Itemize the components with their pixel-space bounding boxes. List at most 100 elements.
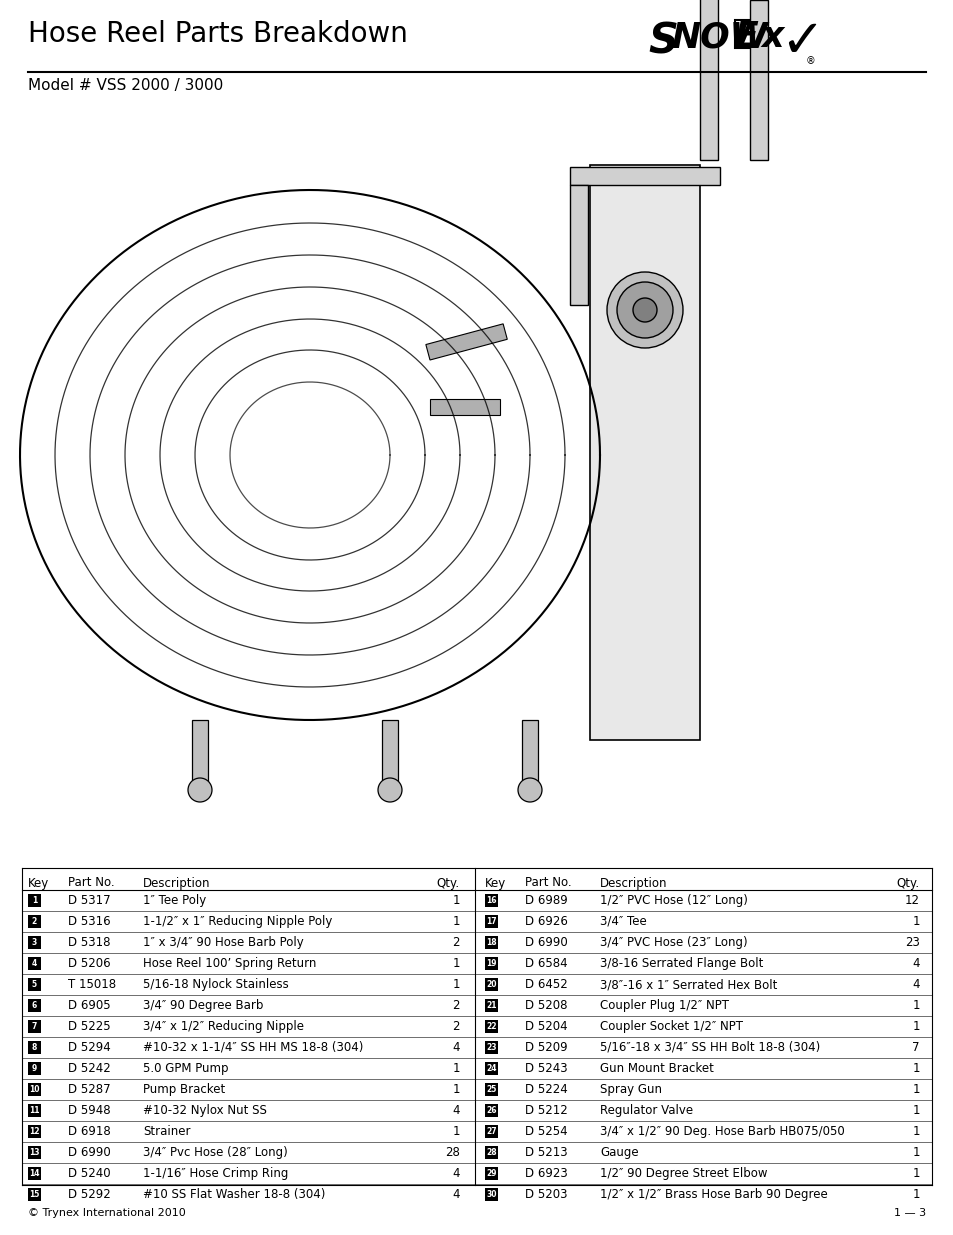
Text: Part No.: Part No. <box>68 877 114 889</box>
Text: 15: 15 <box>30 1191 40 1199</box>
Text: x: x <box>760 20 782 54</box>
Text: 1: 1 <box>452 1125 459 1137</box>
Text: D 5203: D 5203 <box>524 1188 567 1200</box>
Text: 12: 12 <box>904 894 919 906</box>
Text: 7: 7 <box>911 1041 919 1053</box>
Text: 21: 21 <box>486 1002 497 1010</box>
Text: Qty.: Qty. <box>436 877 459 889</box>
Text: 2: 2 <box>452 936 459 948</box>
Text: D 6926: D 6926 <box>524 915 567 927</box>
Text: 1/2″ PVC Hose (12″ Long): 1/2″ PVC Hose (12″ Long) <box>599 894 747 906</box>
Text: 1: 1 <box>911 1062 919 1074</box>
Circle shape <box>606 272 682 348</box>
Bar <box>381 720 397 790</box>
Text: E: E <box>734 20 757 54</box>
Text: 1: 1 <box>452 915 459 927</box>
Text: D 6905: D 6905 <box>68 999 111 1011</box>
Bar <box>28 1020 41 1032</box>
Text: ✓: ✓ <box>780 16 823 68</box>
Text: 4: 4 <box>31 960 37 968</box>
Text: Hose Reel Parts Breakdown: Hose Reel Parts Breakdown <box>28 20 408 48</box>
Text: Key: Key <box>28 877 50 889</box>
Text: 4: 4 <box>911 978 919 990</box>
Bar <box>28 1125 41 1137</box>
Text: 1: 1 <box>911 1146 919 1158</box>
Bar <box>484 957 497 969</box>
Text: D 5317: D 5317 <box>68 894 111 906</box>
Text: 10: 10 <box>30 1086 40 1094</box>
Text: D 5287: D 5287 <box>68 1083 111 1095</box>
Bar <box>28 1104 41 1116</box>
Circle shape <box>617 282 672 338</box>
Bar <box>28 936 41 948</box>
Circle shape <box>517 778 541 802</box>
Text: 1/2″ x 1/2″ Brass Hose Barb 90 Degree: 1/2″ x 1/2″ Brass Hose Barb 90 Degree <box>599 1188 827 1200</box>
Text: 3/4″ 90 Degree Barb: 3/4″ 90 Degree Barb <box>143 999 263 1011</box>
Text: D 5208: D 5208 <box>524 999 567 1011</box>
Text: #10-32 x 1-1/4″ SS HH MS 18-8 (304): #10-32 x 1-1/4″ SS HH MS 18-8 (304) <box>143 1041 363 1053</box>
Bar <box>0 95 953 855</box>
Text: 4: 4 <box>452 1188 459 1200</box>
Text: 24: 24 <box>486 1065 497 1073</box>
Bar <box>430 399 499 415</box>
Text: 3: 3 <box>31 939 37 947</box>
Text: D 5209: D 5209 <box>524 1041 567 1053</box>
Text: D 5292: D 5292 <box>68 1188 111 1200</box>
Text: D 6990: D 6990 <box>524 936 567 948</box>
Text: Regulator Valve: Regulator Valve <box>599 1104 693 1116</box>
Bar <box>569 185 587 305</box>
Text: Spray Gun: Spray Gun <box>599 1083 661 1095</box>
Bar <box>749 0 767 161</box>
Bar <box>569 167 720 185</box>
Bar <box>28 1188 41 1200</box>
Text: 5: 5 <box>31 981 37 989</box>
Bar <box>28 1062 41 1074</box>
Bar <box>484 915 497 927</box>
Text: 12: 12 <box>30 1128 40 1136</box>
Text: 22: 22 <box>486 1023 497 1031</box>
Text: Gun Mount Bracket: Gun Mount Bracket <box>599 1062 713 1074</box>
Text: 28: 28 <box>486 1149 497 1157</box>
Text: 23: 23 <box>486 1044 497 1052</box>
Text: Model # VSS 2000 / 3000: Model # VSS 2000 / 3000 <box>28 78 223 93</box>
Text: #10 SS Flat Washer 18-8 (304): #10 SS Flat Washer 18-8 (304) <box>143 1188 325 1200</box>
Text: 2: 2 <box>452 1020 459 1032</box>
Text: 5/16″-18 x 3/4″ SS HH Bolt 18-8 (304): 5/16″-18 x 3/4″ SS HH Bolt 18-8 (304) <box>599 1041 820 1053</box>
Text: 23: 23 <box>904 936 919 948</box>
Text: 1: 1 <box>911 999 919 1011</box>
Text: Part No.: Part No. <box>524 877 571 889</box>
Text: 5/16-18 Nylock Stainless: 5/16-18 Nylock Stainless <box>143 978 289 990</box>
Bar <box>28 1083 41 1095</box>
Text: 1-1/2″ x 1″ Reducing Nipple Poly: 1-1/2″ x 1″ Reducing Nipple Poly <box>143 915 332 927</box>
Text: 3/4″ Pvc Hose (28″ Long): 3/4″ Pvc Hose (28″ Long) <box>143 1146 288 1158</box>
Text: 1: 1 <box>911 1125 919 1137</box>
Text: Coupler Plug 1/2″ NPT: Coupler Plug 1/2″ NPT <box>599 999 728 1011</box>
Text: D 5294: D 5294 <box>68 1041 111 1053</box>
Text: D 5318: D 5318 <box>68 936 111 948</box>
Bar <box>484 1125 497 1137</box>
Text: Coupler Socket 1/2″ NPT: Coupler Socket 1/2″ NPT <box>599 1020 742 1032</box>
Text: 16: 16 <box>486 897 497 905</box>
Bar <box>589 165 700 740</box>
Text: D 6990: D 6990 <box>68 1146 111 1158</box>
Text: NOW: NOW <box>670 20 767 54</box>
Text: 4: 4 <box>452 1041 459 1053</box>
Text: D 5213: D 5213 <box>524 1146 567 1158</box>
Bar <box>425 324 507 359</box>
Bar <box>521 720 537 790</box>
Text: 17: 17 <box>486 918 497 926</box>
Text: 5.0 GPM Pump: 5.0 GPM Pump <box>143 1062 229 1074</box>
Text: 1: 1 <box>452 1062 459 1074</box>
Text: Strainer: Strainer <box>143 1125 191 1137</box>
Text: 3/4″ x 1/2″ Reducing Nipple: 3/4″ x 1/2″ Reducing Nipple <box>143 1020 304 1032</box>
Text: 1: 1 <box>911 915 919 927</box>
Text: T 15018: T 15018 <box>68 978 116 990</box>
Text: 3/4″ x 1/2″ 90 Deg. Hose Barb HB075/050: 3/4″ x 1/2″ 90 Deg. Hose Barb HB075/050 <box>599 1125 843 1137</box>
Text: 1: 1 <box>911 1188 919 1200</box>
Text: 27: 27 <box>486 1128 497 1136</box>
Bar <box>484 1167 497 1179</box>
Circle shape <box>377 778 401 802</box>
Text: D 5948: D 5948 <box>68 1104 111 1116</box>
Text: 30: 30 <box>486 1191 497 1199</box>
Text: 20: 20 <box>486 981 497 989</box>
